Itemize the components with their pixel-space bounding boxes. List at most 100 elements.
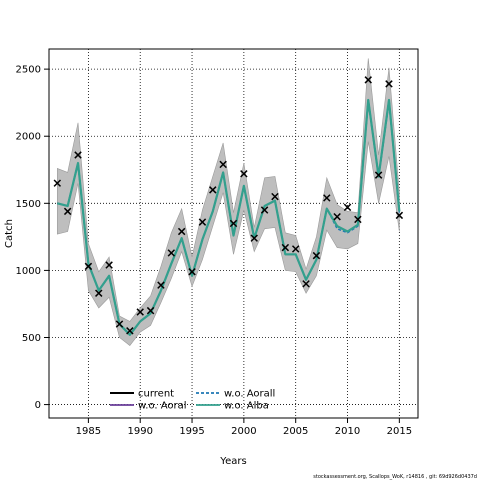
point-stroke [271,192,279,201]
point-stroke [157,281,165,289]
legend-label: current [138,389,174,400]
point-stroke [126,327,134,335]
observed-point [343,203,352,212]
x-tick-label: 1990 [127,426,152,437]
y-axis: 0 500 1000 1500 2000 2500 [16,65,49,411]
point-stroke [354,215,362,224]
legend-label: w.o. Aorall [224,389,275,400]
point-stroke [291,245,300,253]
observed-point [167,249,176,257]
observed-point [240,170,248,178]
x-tick-label: 1985 [76,426,101,437]
plot-frame [48,48,419,419]
observed-point [209,186,217,194]
observed-point [105,261,113,269]
observed-point [291,245,300,253]
x-tick-label: 2005 [283,426,308,437]
point-stroke [343,203,352,212]
footer-credit: stockassessment.org, Scallops_WoK, r1481… [313,474,477,480]
y-tick-label: 0 [35,400,41,411]
point-stroke [74,151,82,159]
observed-point [395,211,404,220]
observed-point [136,308,144,316]
observed-point [115,320,124,328]
observed-point [323,194,331,202]
observed-point [188,268,196,276]
point-stroke [188,268,196,276]
point-stroke [198,218,207,226]
observed-point [63,207,72,216]
point-stroke [323,194,331,202]
observed-point [219,160,227,169]
observed-point [95,289,103,297]
point-stroke [63,207,72,216]
legend-label: w.o. Alba [224,401,269,412]
observed-point [364,76,372,84]
point-stroke [312,251,321,260]
x-tick-label: 2010 [335,426,360,437]
point-stroke [240,170,248,178]
y-tick-label: 2500 [16,65,41,76]
point-stroke [219,160,227,169]
series-lines [57,98,401,336]
point-stroke [167,249,176,257]
point-stroke [95,289,103,297]
point-stroke [395,211,404,220]
point-stroke [209,186,217,194]
legend-item-wo-aorall: w.o. Aorall [196,389,275,400]
point-stroke [333,212,341,221]
point-stroke [364,76,372,84]
legend-label: w.o. Aoral [138,401,187,412]
observed-point [385,80,393,88]
legend-item-wo-alba: w.o. Alba [196,401,269,412]
observed-point [177,227,186,236]
x-axis-title: Years [219,456,246,467]
legend-item-wo-aoral: w.o. Aoral [110,401,187,412]
x-tick-label: 2000 [231,426,256,437]
point-stroke [302,280,310,288]
observed-points [53,76,404,335]
series-line-wo-alba [57,98,401,336]
point-stroke [84,262,93,271]
y-axis-title: Catch [4,219,15,248]
point-stroke [374,171,383,179]
x-axis: 1985 1990 1995 2000 2005 2010 2015 [76,418,412,437]
y-tick-label: 2000 [16,132,41,143]
observed-point [84,262,93,271]
point-stroke [115,320,124,328]
x-tick-label: 1995 [179,426,204,437]
point-stroke [146,306,155,315]
observed-point [126,327,134,335]
observed-point [146,306,155,315]
point-stroke [260,206,269,214]
observed-point [271,192,279,201]
observed-point [229,219,238,228]
observed-point [260,206,269,214]
observed-point [74,151,82,159]
point-stroke [229,219,238,228]
observed-point [354,215,362,224]
observed-point [250,234,258,242]
observed-point [302,280,310,288]
point-stroke [385,80,393,88]
observed-point [333,212,341,221]
observed-point [157,281,165,289]
point-stroke [53,179,62,187]
observed-point [53,179,62,187]
point-stroke [177,227,186,236]
x-tick-label: 2015 [387,426,412,437]
y-tick-label: 1500 [16,199,41,210]
observed-point [281,243,290,252]
observed-point [374,171,383,179]
observed-point [198,218,207,226]
point-stroke [105,261,113,269]
legend-item-current: current [110,389,174,400]
point-stroke [281,243,290,252]
point-stroke [250,234,258,242]
point-stroke [136,308,144,316]
y-tick-label: 500 [22,333,41,344]
y-tick-label: 1000 [16,266,41,277]
